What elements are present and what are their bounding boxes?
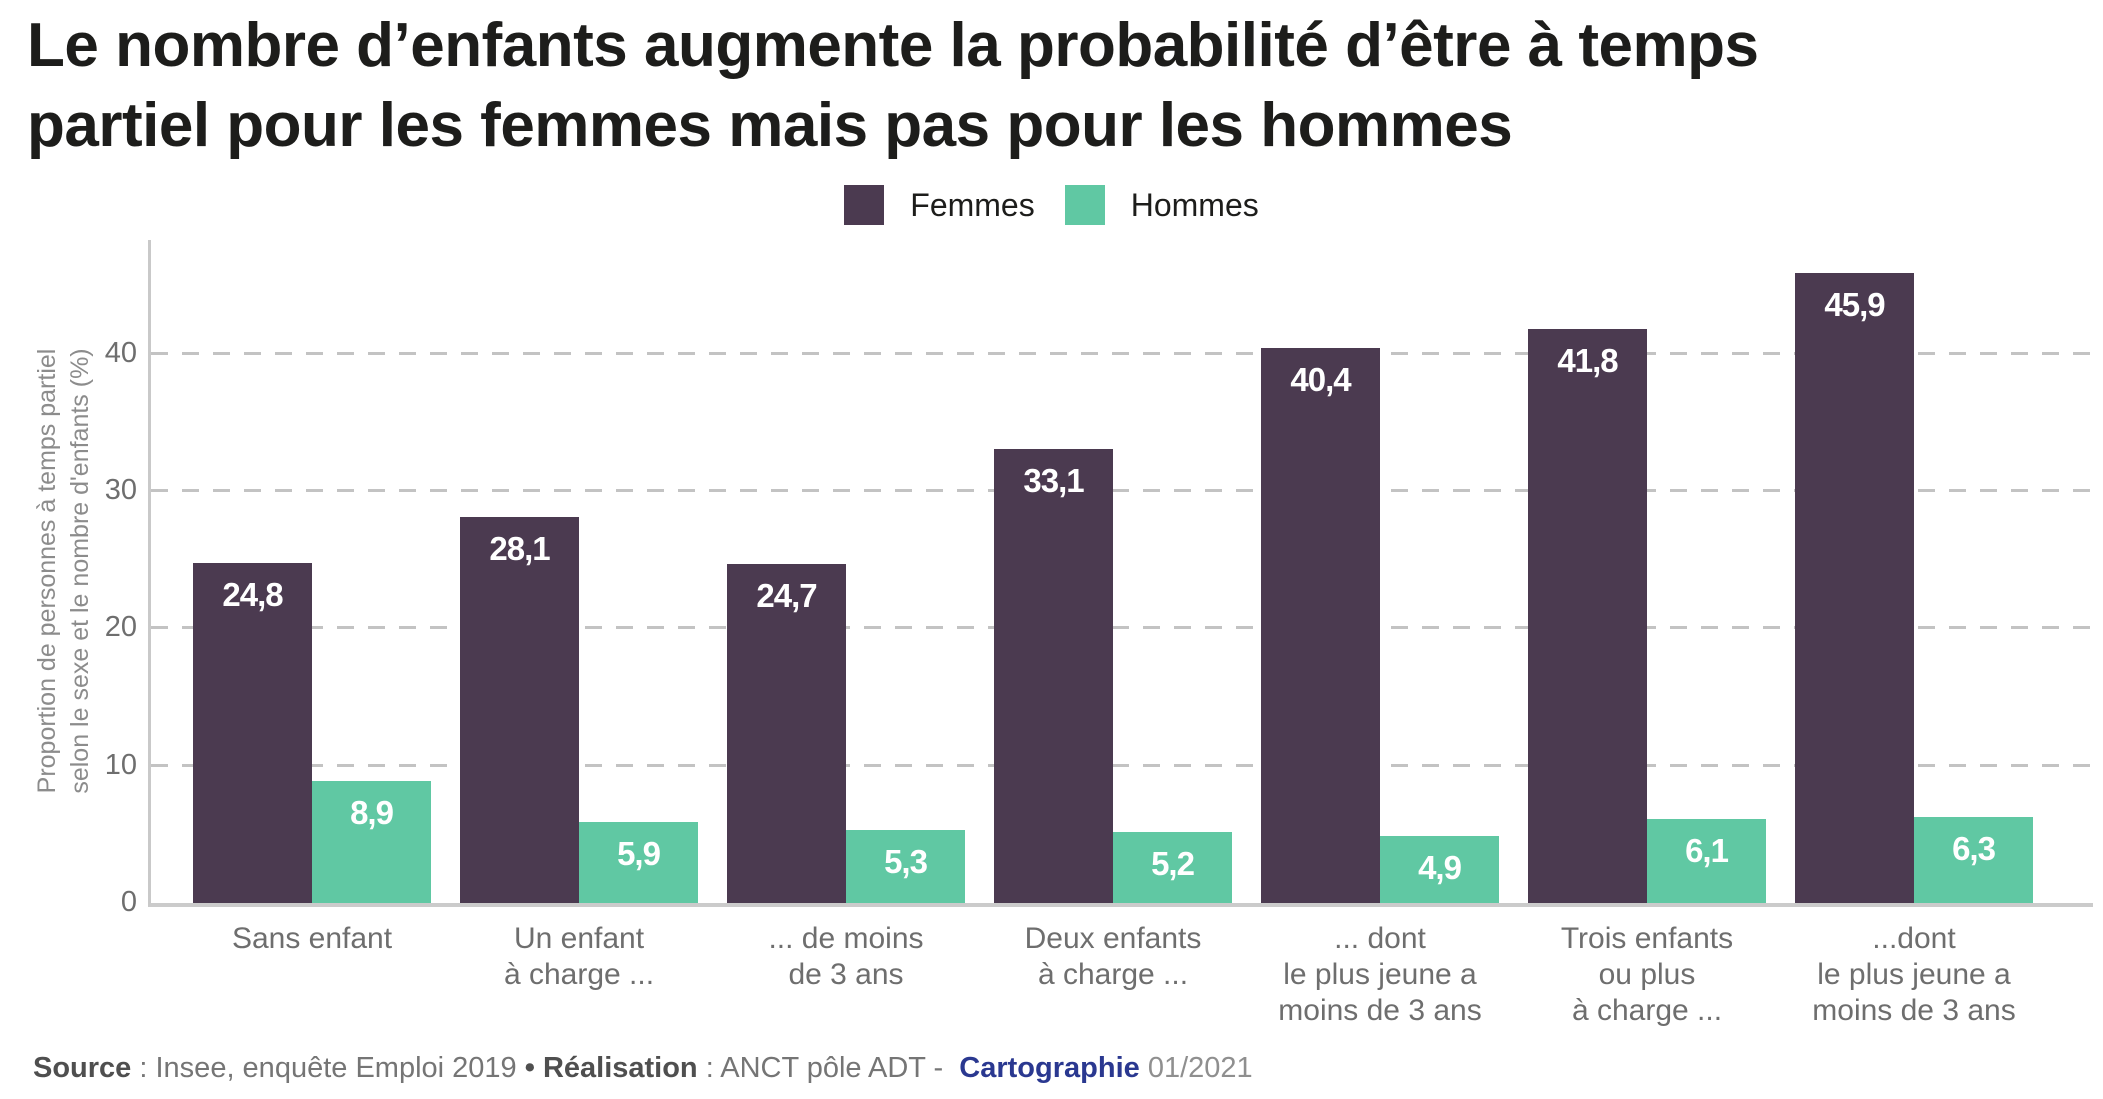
chart-title: Le nombre d’enfants augmente la probabil…	[27, 11, 1759, 160]
legend: Femmes Hommes	[0, 183, 2103, 227]
bar-value-label: 41,8	[1557, 342, 1618, 380]
source-segment: Cartographie	[959, 1052, 1140, 1084]
legend-item-femmes: Femmes	[844, 185, 1035, 225]
source-segment: Réalisation	[542, 1052, 698, 1084]
gridline-30	[151, 489, 2093, 493]
plot-area: 0 10 20 30 40 24,8 8,9 Sans enfant 28,1 5,9 Un enf…	[105, 240, 2093, 1027]
y-tick-label-30: 30	[104, 474, 137, 507]
bar-hommes-6: 6,1	[1647, 819, 1766, 903]
source-segment: Source	[33, 1052, 132, 1084]
legend-label: Femmes	[910, 186, 1035, 223]
gridline-10	[151, 763, 2093, 767]
legend-item-hommes: Hommes	[1064, 185, 1259, 225]
bar-value-label: 40,4	[1290, 361, 1351, 399]
bar-hommes-1: 8,9	[312, 780, 431, 903]
legend-label: Hommes	[1130, 186, 1259, 223]
y-tick-label-20: 20	[104, 611, 137, 644]
bar-hommes-7: 6,3	[1914, 816, 2033, 903]
bar-femmes-6: 41,8	[1528, 329, 1647, 903]
x-tick-label-7: ...dont le plus jeune a moins de 3 ans	[1812, 922, 2016, 1027]
bar-value-label: 6,3	[1952, 829, 1996, 867]
bar-value-label: 5,9	[617, 835, 661, 873]
bar-value-label: 45,9	[1824, 285, 1885, 323]
bar-value-label: 28,1	[489, 530, 550, 568]
y-tick-label-10: 10	[104, 748, 137, 781]
source-segment: 01/2021	[1139, 1052, 1253, 1084]
bar-femmes-1: 24,8	[193, 562, 312, 903]
bar-value-label: 24,8	[222, 575, 283, 613]
bar-femmes-3: 24,7	[727, 563, 846, 903]
bar-value-label: 4,9	[1418, 848, 1462, 886]
y-tick-label-0: 0	[120, 886, 137, 918]
source-segment: : ANCT pôle ADT -	[697, 1052, 960, 1084]
source-segment: •	[524, 1052, 543, 1084]
source-line: Source : Insee, enquête Emploi 2019 • Ré…	[33, 1052, 1253, 1085]
bar-value-label: 5,2	[1151, 844, 1195, 882]
gridline-40	[151, 351, 2093, 355]
source-segment: : Insee, enquête Emploi 2019	[131, 1052, 525, 1084]
bar-value-label: 8,9	[350, 793, 394, 831]
bar-value-label: 33,1	[1023, 461, 1084, 499]
bar-hommes-4: 5,2	[1113, 831, 1232, 903]
legend-swatch-femmes	[844, 185, 885, 225]
bar-femmes-7: 45,9	[1795, 272, 1914, 903]
y-axis-title: Proportion de personnes à temps partiel …	[33, 348, 94, 794]
bar-value-label: 5,3	[884, 843, 928, 881]
legend-swatch-hommes	[1064, 185, 1105, 225]
bar-hommes-5: 4,9	[1380, 835, 1499, 903]
bar-femmes-4: 33,1	[994, 448, 1113, 903]
bar-femmes-5: 40,4	[1261, 348, 1380, 903]
x-tick-label-6: Trois enfants ou plus à charge ...	[1560, 922, 1734, 1027]
bar-value-label: 24,7	[756, 576, 817, 614]
x-tick-label-2: Un enfant à charge ...	[503, 922, 655, 991]
x-tick-label-4: Deux enfants à charge ...	[1024, 922, 1202, 991]
bar-value-label: 6,1	[1685, 832, 1729, 870]
bar-femmes-2: 28,1	[460, 517, 579, 903]
y-tick-label-40: 40	[104, 336, 137, 369]
bar-hommes-2: 5,9	[579, 822, 698, 903]
x-tick-label-1: Sans enfant	[231, 922, 393, 955]
x-tick-label-5: ... dont le plus jeune a moins de 3 ans	[1278, 922, 1482, 1027]
gridline-20	[151, 626, 2093, 630]
bar-hommes-3: 5,3	[846, 830, 965, 903]
x-tick-label-3: ... de moins de 3 ans	[768, 922, 924, 991]
